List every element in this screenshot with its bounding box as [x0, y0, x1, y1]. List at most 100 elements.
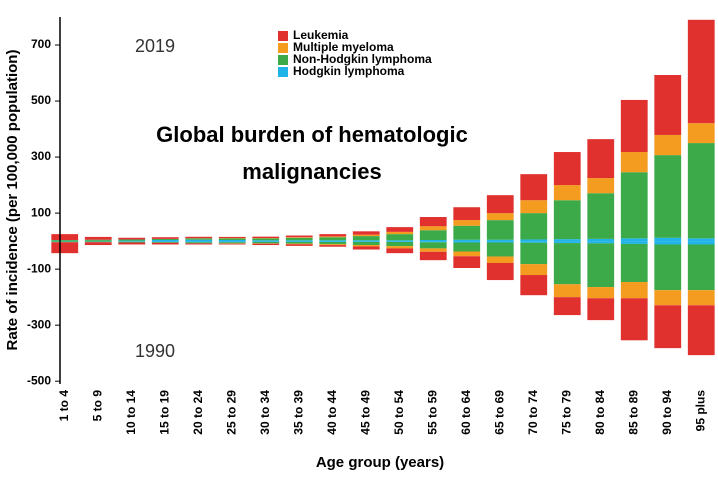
bar-segment	[520, 241, 547, 243]
bar-segment	[386, 234, 413, 240]
bar-segment	[554, 243, 581, 284]
bar-segment	[554, 185, 581, 200]
x-tick-label: 5 to 9	[90, 390, 104, 422]
bar-segment	[654, 244, 681, 290]
x-tick-label: 85 to 89	[626, 390, 640, 435]
bar-segment	[152, 241, 179, 242]
bar-segment	[353, 241, 380, 242]
bar-segment	[353, 245, 380, 246]
bar-segment	[688, 290, 715, 305]
bar-segment	[185, 241, 212, 242]
bar-segment	[621, 244, 648, 282]
bar-segment	[219, 244, 246, 245]
bar-segment	[554, 297, 581, 315]
bar-segment	[319, 242, 346, 244]
bar-segment	[386, 240, 413, 241]
bar-segment	[688, 305, 715, 355]
bar-segment	[118, 238, 145, 240]
bar-segment	[219, 240, 246, 241]
bar-segment	[118, 242, 145, 243]
bar-segment	[85, 242, 112, 245]
bar-segment	[420, 217, 447, 226]
bar-segment	[487, 213, 514, 220]
bar-segment	[420, 230, 447, 240]
x-tick-label: 20 to 24	[191, 390, 205, 435]
x-tick-label: 35 to 39	[291, 390, 305, 435]
x-tick-label: 50 to 54	[392, 390, 406, 435]
bar-segment	[118, 239, 145, 240]
bar-segment	[185, 243, 212, 244]
bar-segment	[587, 241, 614, 243]
bar-segment	[654, 75, 681, 135]
bar-segment	[587, 243, 614, 287]
bar-segment	[587, 239, 614, 241]
bar-segment	[453, 241, 480, 242]
y-tick-label: -300	[27, 317, 51, 331]
bar-segment	[487, 240, 514, 241]
bar-segment	[185, 240, 212, 241]
bar-segment	[286, 241, 313, 242]
bar-segment	[520, 174, 547, 200]
bar-segment	[453, 226, 480, 240]
bar-segment	[587, 298, 614, 320]
bar-segment	[219, 237, 246, 238]
bar-segment	[319, 241, 346, 242]
bar-segment	[118, 241, 145, 242]
bar-segment	[520, 264, 547, 275]
bar-segment	[587, 193, 614, 239]
annotation: 1990	[135, 341, 175, 361]
bar-segment	[621, 172, 648, 238]
bar-segment	[85, 237, 112, 240]
bar-segment	[487, 195, 514, 213]
x-tick-label: 65 to 69	[492, 390, 506, 435]
bar-segment	[487, 241, 514, 242]
bar-segment	[353, 240, 380, 241]
bar-segment	[453, 243, 480, 252]
bar-segment	[286, 236, 313, 238]
x-tick-label: 90 to 94	[660, 390, 674, 435]
y-tick-label: 300	[31, 149, 51, 163]
bar-segment	[386, 248, 413, 253]
bar-segment	[219, 242, 246, 243]
bar-segment	[688, 123, 715, 143]
bar-segment	[420, 240, 447, 241]
bar-segment	[252, 240, 279, 241]
bar-segment	[286, 238, 313, 241]
bar-segment	[688, 238, 715, 241]
bar-segment	[487, 220, 514, 240]
bar-segment	[654, 290, 681, 305]
bar-segment	[386, 227, 413, 232]
bar-segment	[51, 242, 78, 253]
bar-segment	[319, 236, 346, 237]
bar-segment	[587, 139, 614, 178]
bar-segment	[554, 152, 581, 185]
bar-segment	[654, 155, 681, 238]
bar-segment	[420, 248, 447, 251]
x-tick-label: 45 to 49	[358, 390, 372, 435]
bar-segment	[152, 242, 179, 243]
bar-segment	[688, 143, 715, 238]
bar-segment	[152, 243, 179, 245]
x-tick-label: 70 to 74	[526, 390, 540, 435]
bar-segment	[688, 20, 715, 123]
bar-segment	[420, 241, 447, 242]
bar-segment	[520, 213, 547, 239]
bar-segment	[621, 241, 648, 244]
bar-segment	[554, 284, 581, 297]
bar-segment	[252, 242, 279, 243]
bar-segment	[621, 298, 648, 340]
bar-segment	[252, 244, 279, 245]
bar-segment	[51, 234, 78, 240]
bar-segment	[621, 100, 648, 152]
chart-title: malignancies	[242, 159, 381, 184]
bar-segment	[654, 241, 681, 244]
bar-segment	[420, 226, 447, 230]
legend-swatch	[278, 43, 288, 53]
bar-segment	[386, 241, 413, 242]
bar-segment	[386, 242, 413, 246]
x-tick-label: 60 to 64	[459, 390, 473, 435]
bar-segment	[85, 241, 112, 242]
bar-segment	[152, 240, 179, 241]
x-tick-label: 10 to 14	[124, 390, 138, 435]
bar-segment	[319, 240, 346, 241]
